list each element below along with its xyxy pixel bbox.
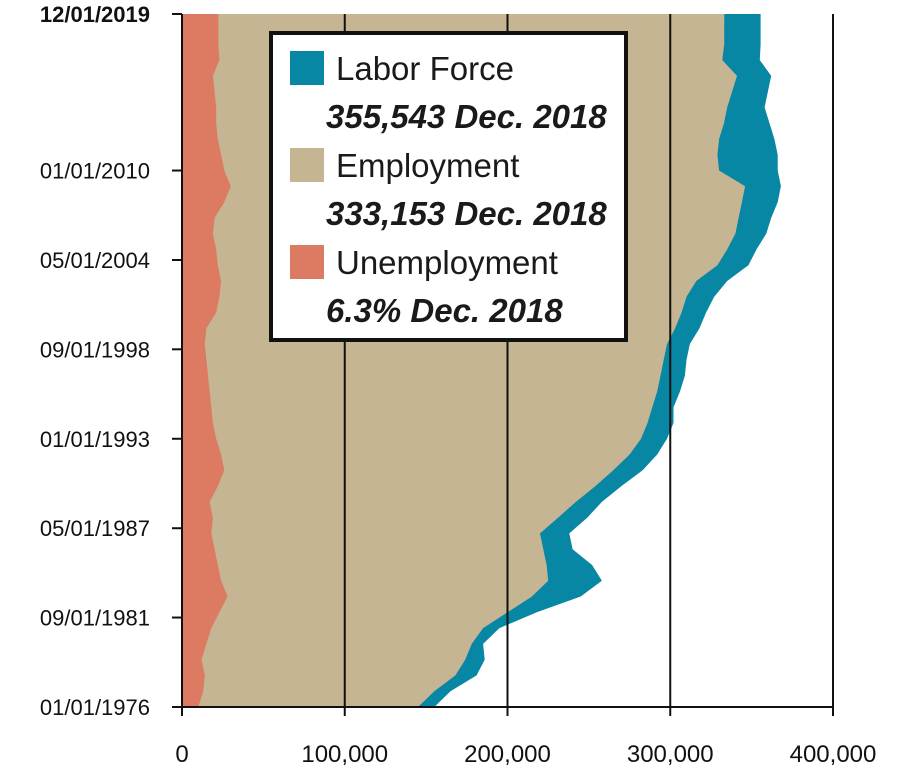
y-tick-label: 01/01/1993 (40, 427, 150, 452)
legend-box (269, 31, 628, 342)
y-tick-label: 01/01/1976 (40, 695, 150, 720)
y-tick-label: 09/01/1981 (40, 606, 150, 631)
unemployment-area (182, 14, 231, 707)
legend-label: Employment (336, 147, 519, 184)
x-tick-label: 100,000 (301, 741, 388, 768)
legend-swatch (290, 245, 324, 279)
x-tick-label-layer: 0 100,000 200,000 300,000 400,000 (175, 741, 876, 768)
y-tick-label: 05/01/2004 (40, 248, 150, 273)
legend-value: 6.3% Dec. 2018 (326, 292, 563, 329)
legend-swatch (290, 148, 324, 182)
legend-value: 355,543 Dec. 2018 (326, 98, 607, 135)
y-tick-label: 12/01/2019 (40, 2, 150, 27)
legend-value: 333,153 Dec. 2018 (326, 195, 607, 232)
x-tick-label: 0 (175, 741, 188, 768)
legend-label: Labor Force (336, 50, 514, 87)
x-tick-label: 400,000 (790, 741, 877, 768)
x-tick-label: 200,000 (464, 741, 551, 768)
x-tick-label: 300,000 (627, 741, 714, 768)
y-tick-label: 09/01/1998 (40, 337, 150, 362)
y-tick-label: 01/01/2010 (40, 159, 150, 184)
legend: Labor Force 355,543 Dec. 2018 Employment 33… (269, 31, 628, 342)
legend-swatch (290, 51, 324, 85)
y-tick-label: 05/01/1987 (40, 516, 150, 541)
legend-label: Unemployment (336, 244, 558, 281)
y-tick-label-layer: 12/01/2019 01/01/2010 05/01/2004 09/01/1998… (40, 2, 150, 720)
